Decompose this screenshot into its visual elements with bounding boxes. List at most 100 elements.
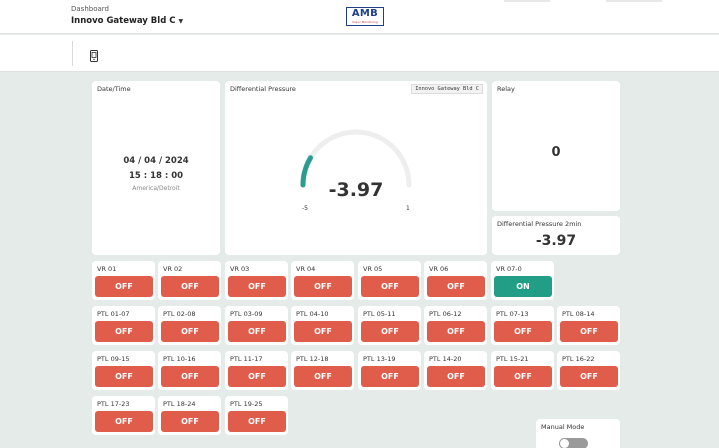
switch-label: VR 06	[429, 265, 449, 273]
switch-toggle-button[interactable]: OFF	[294, 321, 352, 342]
switch-label: PTL 14-20	[429, 355, 462, 363]
logo-subtext: Vapor Monitoring	[352, 20, 378, 24]
pressure-2min-title: Differential Pressure 2min	[497, 220, 582, 228]
device-tag: Innovo Gateway Bld C	[411, 84, 483, 94]
current-time: 15 : 18 : 00	[128, 171, 184, 181]
switch-label: VR 05	[363, 265, 383, 273]
switch-toggle-button[interactable]: OFF	[161, 321, 219, 342]
switch-label: PTL 08-14	[562, 310, 595, 318]
switch-card: PTL 10-16 OFF	[158, 351, 221, 390]
switch-label: VR 02	[163, 265, 183, 273]
switch-toggle-button[interactable]: OFF	[294, 276, 352, 297]
switch-label: PTL 05-11	[363, 310, 396, 318]
switch-label: VR 01	[97, 265, 117, 273]
switch-label: PTL 16-22	[562, 355, 595, 363]
site-name: Innovo Gateway Bld C	[71, 16, 176, 26]
switch-card: PTL 04-10 OFF	[291, 306, 354, 345]
current-date: 04 / 04 / 2024	[123, 156, 189, 166]
switch-card: PTL 16-22 OFF	[557, 351, 620, 390]
switch-card: PTL 19-25 OFF	[225, 396, 288, 435]
pressure-2min-card: Differential Pressure 2min -3.97	[492, 216, 620, 255]
switch-toggle-button[interactable]: ON	[494, 276, 552, 297]
switch-toggle-button[interactable]: OFF	[95, 321, 153, 342]
company-logo: AMB Vapor Monitoring	[346, 7, 384, 26]
switch-card: PTL 06-12 OFF	[424, 306, 487, 345]
switch-label: PTL 15-21	[496, 355, 529, 363]
switch-toggle-button[interactable]: OFF	[560, 321, 618, 342]
switch-card: VR 02 OFF	[158, 261, 221, 300]
switch-card: PTL 11-17 OFF	[225, 351, 288, 390]
switch-card: VR 01 OFF	[92, 261, 155, 300]
switch-toggle-button[interactable]: OFF	[161, 366, 219, 387]
switch-card: VR 04 OFF	[291, 261, 354, 300]
mobile-device-icon[interactable]	[89, 47, 99, 62]
switch-toggle-button[interactable]: OFF	[228, 276, 286, 297]
switch-toggle-button[interactable]: OFF	[95, 366, 153, 387]
switch-card: PTL 02-08 OFF	[158, 306, 221, 345]
switch-label: VR 07-0	[496, 265, 522, 273]
gauge-track	[300, 129, 412, 188]
switch-card: PTL 09-15 OFF	[92, 351, 155, 390]
switch-label: PTL 18-24	[163, 400, 196, 408]
gauge-min-label: -5	[302, 205, 308, 212]
pressure-2min-value: -3.97	[535, 233, 577, 249]
switch-label: PTL 19-25	[230, 400, 263, 408]
site-selector[interactable]: Innovo Gateway Bld C ▼	[71, 16, 183, 26]
timezone-label: America/Detroit	[132, 185, 180, 192]
relay-value: 0	[551, 145, 561, 160]
switch-label: PTL 17-23	[97, 400, 130, 408]
switch-card: PTL 18-24 OFF	[158, 396, 221, 435]
switch-toggle-button[interactable]: OFF	[560, 366, 618, 387]
switch-label: PTL 01-07	[97, 310, 130, 318]
gauge-fill	[300, 155, 314, 188]
switch-toggle-button[interactable]: OFF	[228, 411, 286, 432]
manual-mode-toggle[interactable]	[559, 438, 588, 448]
gauge-max-label: 1	[406, 205, 410, 212]
caret-down-icon: ▼	[178, 17, 184, 25]
switch-toggle-button[interactable]: OFF	[95, 411, 153, 432]
switch-toggle-button[interactable]: OFF	[427, 276, 485, 297]
switch-toggle-button[interactable]: OFF	[161, 411, 219, 432]
switch-label: PTL 03-09	[230, 310, 263, 318]
switch-card: PTL 08-14 OFF	[557, 306, 620, 345]
switch-toggle-button[interactable]: OFF	[294, 366, 352, 387]
switch-toggle-button[interactable]: OFF	[494, 321, 552, 342]
toolbar-divider	[72, 41, 73, 66]
switch-card: VR 03 OFF	[225, 261, 288, 300]
switch-toggle-button[interactable]: OFF	[361, 366, 419, 387]
switch-card: VR 05 OFF	[358, 261, 421, 300]
header-divider	[504, 0, 550, 2]
switch-toggle-button[interactable]: OFF	[95, 276, 153, 297]
switch-card: PTL 14-20 OFF	[424, 351, 487, 390]
switch-label: PTL 07-13	[496, 310, 529, 318]
switch-label: PTL 12-18	[296, 355, 329, 363]
datetime-title: Date/Time	[97, 85, 131, 93]
switch-card: PTL 15-21 OFF	[491, 351, 554, 390]
switch-toggle-button[interactable]: OFF	[427, 366, 485, 387]
relay-card: Relay 0	[492, 81, 620, 211]
toggle-knob	[560, 439, 569, 448]
switch-toggle-button[interactable]: OFF	[361, 321, 419, 342]
switch-toggle-button[interactable]: OFF	[228, 321, 286, 342]
switch-toggle-button[interactable]: OFF	[161, 276, 219, 297]
switch-toggle-button[interactable]: OFF	[494, 366, 552, 387]
switch-card: PTL 03-09 OFF	[225, 306, 288, 345]
datetime-card: Date/Time 04 / 04 / 2024 15 : 18 : 00 Am…	[92, 81, 220, 255]
switch-toggle-button[interactable]: OFF	[427, 321, 485, 342]
logo-text: AMB	[351, 8, 379, 19]
switch-label: VR 03	[230, 265, 250, 273]
pressure-gauge	[300, 129, 412, 188]
switch-card: PTL 07-13 OFF	[491, 306, 554, 345]
top-bar: Dashboard Innovo Gateway Bld C ▼ AMB Vap…	[0, 0, 719, 34]
switch-toggle-button[interactable]: OFF	[228, 366, 286, 387]
pressure-value: -3.97	[328, 179, 384, 201]
switch-card: PTL 17-23 OFF	[92, 396, 155, 435]
toolbar	[0, 35, 719, 72]
switch-label: PTL 04-10	[296, 310, 329, 318]
switch-card: PTL 12-18 OFF	[291, 351, 354, 390]
switch-label: VR 04	[296, 265, 316, 273]
switch-label: PTL 10-16	[163, 355, 196, 363]
switch-toggle-button[interactable]: OFF	[361, 276, 419, 297]
pressure-card: Differential Pressure Innovo Gateway Bld…	[225, 81, 487, 255]
manual-mode-card: Manual Mode	[536, 419, 620, 448]
